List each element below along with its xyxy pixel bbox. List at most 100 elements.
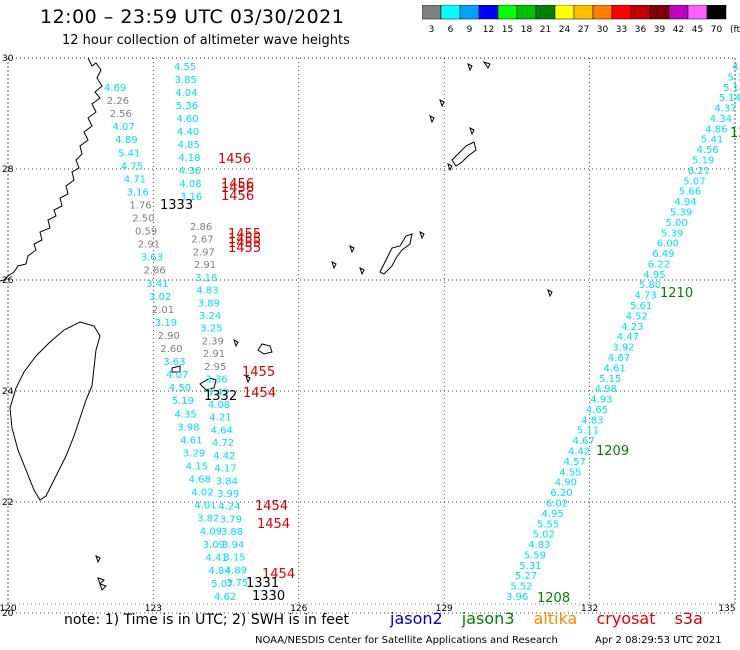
swh-value: 3.16 xyxy=(127,187,149,198)
pass-time-red: 1454 xyxy=(262,567,295,582)
swh-value: 4.55 xyxy=(559,467,581,478)
swh-value: 4.69 xyxy=(104,83,126,94)
pass-time-red: 1455 xyxy=(242,365,275,380)
map-subtitle: 12 hour collection of altimeter wave hei… xyxy=(62,33,350,48)
swh-value: 2.26 xyxy=(107,96,129,107)
swh-value: 4.01 xyxy=(194,501,216,512)
swh-value: 5.59 xyxy=(524,550,546,561)
swh-value: 5.19 xyxy=(172,396,194,407)
legend-unit: (ft) xyxy=(730,25,740,35)
swh-value: 3.85 xyxy=(175,75,197,86)
swh-value: 2.86 xyxy=(190,222,212,233)
swh-value: 4.68 xyxy=(189,475,211,486)
swh-value: 4.73 xyxy=(635,291,657,302)
swh-value: 3.09 xyxy=(203,540,225,551)
lat-label: 28 xyxy=(2,165,14,175)
swh-value: 4.40 xyxy=(177,127,199,138)
pass-time-labels: 1456145614561456145514551455145514551454… xyxy=(160,126,740,606)
lat-label: 26 xyxy=(2,276,14,286)
swh-value: 3.16 xyxy=(180,192,202,203)
swh-value: 3.29 xyxy=(183,448,205,459)
sat-altika: altika xyxy=(533,609,578,628)
swh-value: 4.93 xyxy=(590,395,612,406)
swh-value: 5.19 xyxy=(692,156,714,167)
swh-value: 0.59 xyxy=(135,227,157,238)
legend-tick-label: 3 xyxy=(429,25,435,35)
swh-value: 5.02 xyxy=(533,530,555,541)
legend-tick-label: 42 xyxy=(673,25,684,35)
swh-value: 4.15 xyxy=(186,462,208,473)
graticule xyxy=(7,57,736,614)
legend-tick-label: 70 xyxy=(711,25,723,35)
pass-time-red: 1456 xyxy=(221,189,254,204)
swh-value: 2.01 xyxy=(152,305,174,316)
swh-value: 5.27 xyxy=(515,571,537,582)
axis-labels: 120 123 126 129 132 135 30 28 26 24 22 20 xyxy=(0,54,736,619)
swh-value: 5.14 xyxy=(719,93,740,104)
swh-value: 4.89 xyxy=(115,135,137,146)
swh-value: 4.42 xyxy=(568,447,590,458)
swh-value: 4.56 xyxy=(697,145,719,156)
ishigaki xyxy=(199,377,217,391)
swh-value: 2.95 xyxy=(204,362,226,373)
swh-value: 4.89 xyxy=(225,565,247,576)
swh-value: 2.39 xyxy=(202,336,224,347)
swh-value: 3.99 xyxy=(217,489,239,500)
swh-value: 6.20 xyxy=(550,488,572,499)
lat-label: 30 xyxy=(2,54,14,64)
amami xyxy=(451,141,477,167)
sat-jason3: jason3 xyxy=(461,609,515,628)
satellite-legend: jason2 jason3 altika cryosat s3a xyxy=(390,609,717,628)
miyako xyxy=(257,343,273,355)
swh-value: 4.83 xyxy=(581,415,603,426)
lon-label: 126 xyxy=(290,604,307,614)
swh-value: 4.36 xyxy=(179,166,201,177)
legend-tick-label: 15 xyxy=(502,25,513,35)
lon-label: 123 xyxy=(145,604,162,614)
swh-value: 6.22 xyxy=(648,260,670,271)
swh-value: 6.02 xyxy=(546,499,568,510)
swh-value: 4.94 xyxy=(674,197,696,208)
swh-value: 3.18 xyxy=(195,273,217,284)
swh-value: 4.61 xyxy=(604,363,626,374)
pass-time-red: 1455 xyxy=(228,236,261,251)
credit-line: NOAA/NESDIS Center for Satellite Applica… xyxy=(255,635,722,646)
legend-tick-label: 18 xyxy=(521,25,533,35)
swh-value: 5.39 xyxy=(670,208,692,219)
swh-value: 4.55 xyxy=(174,62,196,73)
swh-value: 3.82 xyxy=(197,514,219,525)
swh-value: 2.56 xyxy=(110,109,132,120)
pass-time-black: 1332 xyxy=(204,389,237,404)
swh-value: 5.3 xyxy=(728,72,740,83)
pass-time-black: 1331 xyxy=(246,576,279,591)
swh-value: 4.85 xyxy=(178,140,200,151)
swh-value: 4.35 xyxy=(175,409,197,420)
pass-time-red: 1455 xyxy=(228,232,261,247)
swh-value: 2.60 xyxy=(160,344,182,355)
pass-time-red: 1456 xyxy=(218,152,251,167)
swh-value: 3.02 xyxy=(149,292,171,303)
swh-value: 4.24 xyxy=(218,502,240,513)
lon-label: 132 xyxy=(581,604,598,614)
lon-label: 120 xyxy=(0,604,17,614)
sat-jason2: jason2 xyxy=(390,609,443,628)
legend-tick-label: 30 xyxy=(597,25,609,35)
footer-note: note: 1) Time is in UTC; 2) SWH is in fe… xyxy=(64,612,350,628)
swh-value: 2.86 xyxy=(144,266,166,277)
swh-value: 4.84 xyxy=(208,566,230,577)
swh-value: 5.36 xyxy=(176,101,198,112)
swh-value: 4.41 xyxy=(206,553,228,564)
swh-value: 2.91 xyxy=(138,240,160,251)
swh-value: 2.97 xyxy=(193,247,215,258)
swh-value: 4.71 xyxy=(124,174,146,185)
swh-value: 5.18 xyxy=(723,83,740,94)
swh-value: 5.61 xyxy=(630,301,652,312)
swh-value: 4.83 xyxy=(528,540,550,551)
map-frame xyxy=(7,57,736,605)
swh-value: 4.07 xyxy=(166,370,188,381)
pass-time-red: 1455 xyxy=(228,241,261,256)
swh-value: 4.72 xyxy=(212,438,234,449)
swh-value: 2.91 xyxy=(203,349,225,360)
swh-value: 5.07 xyxy=(211,579,233,590)
swh-value: 5.80 xyxy=(639,280,661,291)
